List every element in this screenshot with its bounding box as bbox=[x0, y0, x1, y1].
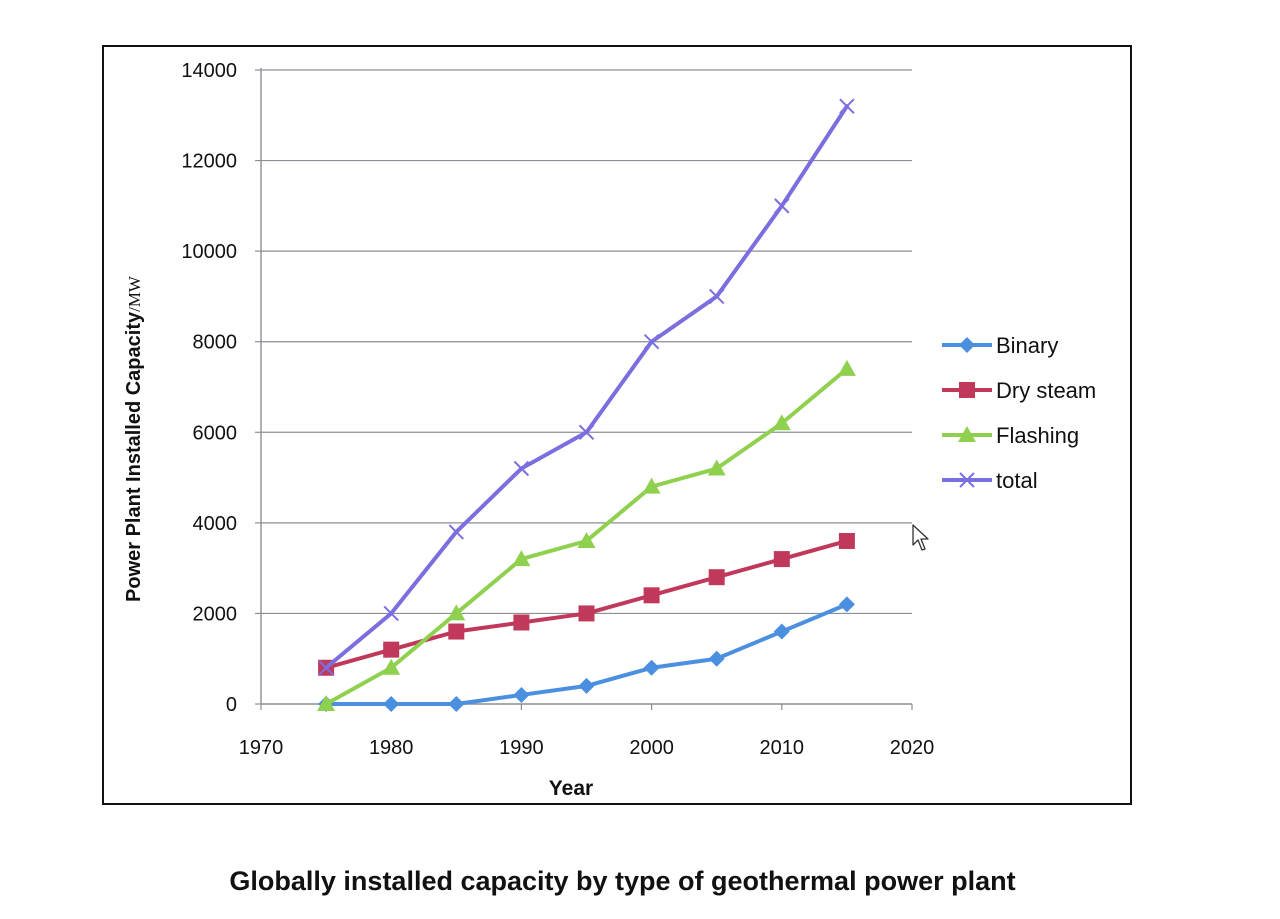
data-point-binary bbox=[513, 686, 530, 703]
figure-caption: Globally installed capacity by type of g… bbox=[229, 866, 1016, 896]
x-tick-label: 2000 bbox=[629, 737, 674, 759]
data-point-flashing bbox=[837, 359, 856, 376]
legend-swatch-marker bbox=[958, 426, 976, 442]
marker-stroke bbox=[839, 98, 855, 114]
y-tick-label: 14000 bbox=[181, 60, 237, 82]
legend-item-total: total bbox=[942, 468, 1038, 493]
data-point-total bbox=[774, 198, 790, 214]
x-tick-label: 2010 bbox=[760, 737, 805, 759]
chart-svg: 0 2000 4000 6000 8000 10000 12000 14000 1970 1980… bbox=[123, 60, 1096, 800]
y-tick-label: 8000 bbox=[193, 332, 238, 354]
y-tick-label: 0 bbox=[226, 694, 237, 716]
marker-stroke bbox=[513, 460, 530, 477]
data-point-flashing bbox=[577, 531, 596, 548]
data-point-binary bbox=[708, 650, 725, 667]
marker-stroke bbox=[448, 524, 465, 540]
y-tick-label: 12000 bbox=[181, 151, 237, 173]
data-point-dry-steam bbox=[383, 641, 400, 658]
legend-swatch-marker bbox=[959, 472, 975, 488]
y-tick-label: 6000 bbox=[193, 422, 238, 444]
data-point-binary bbox=[773, 623, 790, 640]
series-line-total bbox=[324, 104, 849, 670]
data-point-dry-steam bbox=[448, 623, 465, 640]
marker-stroke bbox=[643, 334, 660, 350]
data-point-binary bbox=[383, 696, 400, 712]
chart-frame: 0 2000 4000 6000 8000 10000 12000 14000 1970 1980… bbox=[102, 45, 1132, 805]
data-point-binary bbox=[448, 696, 465, 712]
data-point-dry-steam bbox=[708, 569, 725, 586]
series-flashing bbox=[317, 359, 856, 711]
grid-layer bbox=[261, 69, 912, 615]
y-axis-title: Power Plant Installed Capacity/MW bbox=[123, 275, 145, 602]
data-point-total bbox=[708, 288, 725, 305]
legend-item-dry-steam: Dry steam bbox=[942, 378, 1096, 403]
legend-swatch-marker bbox=[959, 337, 975, 353]
marker-stroke bbox=[318, 660, 334, 676]
marker-stroke bbox=[708, 288, 725, 305]
marker-stroke bbox=[383, 605, 399, 622]
marker-stroke bbox=[959, 472, 975, 488]
data-point-total bbox=[513, 460, 530, 477]
data-point-dry-steam bbox=[513, 614, 530, 631]
series-line-dry-steam bbox=[324, 538, 849, 670]
data-point-total bbox=[383, 605, 399, 622]
data-point-dry-steam bbox=[773, 551, 790, 568]
x-axis-title: Year bbox=[549, 777, 593, 800]
x-tick-label: 1980 bbox=[369, 737, 414, 759]
data-point-flashing bbox=[642, 477, 661, 494]
data-point-total bbox=[578, 424, 595, 440]
x-tick-label: 2020 bbox=[890, 737, 935, 759]
y-axis-title-unit: /MW bbox=[125, 275, 144, 312]
data-point-dry-steam bbox=[578, 605, 595, 622]
data-point-flashing bbox=[707, 459, 726, 476]
data-point-dry-steam bbox=[838, 532, 855, 549]
data-point-binary bbox=[578, 677, 595, 694]
data-point-total bbox=[839, 98, 855, 114]
x-tick-label: 1970 bbox=[239, 737, 284, 759]
legend-item-binary: Binary bbox=[942, 333, 1058, 358]
series-layer bbox=[317, 98, 856, 712]
data-point-flashing bbox=[772, 414, 791, 431]
y-tick-label: 4000 bbox=[193, 513, 238, 535]
marker-stroke bbox=[774, 198, 790, 214]
legend-label: Dry steam bbox=[996, 378, 1096, 403]
marker-stroke bbox=[578, 424, 595, 440]
y-tick-label: 2000 bbox=[193, 603, 238, 625]
data-point-total bbox=[448, 524, 465, 540]
y-axis-title-main: Power Plant Installed Capacity bbox=[123, 311, 145, 602]
legend: Binary Dry steam Flashing total bbox=[942, 333, 1096, 493]
series-binary bbox=[318, 596, 855, 712]
data-point-flashing bbox=[512, 550, 531, 567]
data-point-flashing bbox=[382, 658, 401, 675]
legend-swatch-marker bbox=[959, 382, 975, 398]
mouse-cursor-icon bbox=[912, 524, 929, 551]
data-point-dry-steam bbox=[643, 587, 660, 604]
data-point-binary bbox=[643, 659, 660, 676]
axes-layer: 0 2000 4000 6000 8000 10000 12000 14000 1970 1980… bbox=[181, 60, 934, 759]
legend-label: total bbox=[996, 468, 1038, 493]
legend-label: Flashing bbox=[996, 423, 1079, 448]
data-point-total bbox=[643, 334, 660, 350]
data-point-binary bbox=[838, 596, 855, 613]
legend-label: Binary bbox=[996, 333, 1058, 358]
series-total bbox=[318, 98, 855, 676]
legend-item-flashing: Flashing bbox=[942, 423, 1079, 448]
data-point-flashing bbox=[317, 695, 336, 711]
x-tick-label: 1990 bbox=[499, 737, 544, 759]
data-point-total bbox=[318, 660, 334, 676]
data-point-flashing bbox=[447, 604, 466, 621]
y-tick-label: 10000 bbox=[181, 241, 237, 263]
